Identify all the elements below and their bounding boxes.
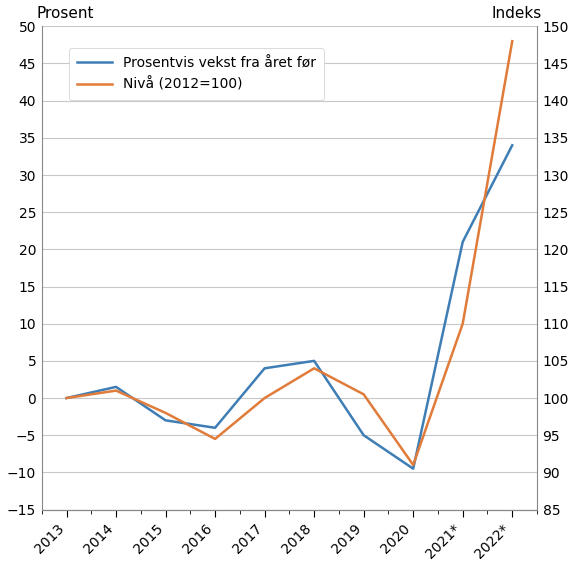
- Text: Prosent: Prosent: [37, 6, 94, 22]
- Text: Indeks: Indeks: [492, 6, 542, 22]
- Prosentvis vekst fra året før: [63, 395, 70, 402]
- Prosentvis vekst fra året før: [112, 383, 119, 390]
- Legend: Prosentvis vekst fra året før, Nivå (2012=100): Prosentvis vekst fra året før, Nivå (201…: [69, 48, 324, 100]
- Nivå (2012=100): [211, 436, 218, 442]
- Prosentvis vekst fra året før: [360, 432, 367, 438]
- Prosentvis vekst fra året før: [410, 465, 416, 472]
- Prosentvis vekst fra året før: [211, 424, 218, 431]
- Line: Nivå (2012=100): Nivå (2012=100): [66, 41, 512, 465]
- Nivå (2012=100): [360, 391, 367, 398]
- Prosentvis vekst fra året før: [459, 239, 466, 245]
- Nivå (2012=100): [410, 462, 416, 469]
- Prosentvis vekst fra året før: [310, 357, 317, 364]
- Nivå (2012=100): [261, 395, 268, 402]
- Prosentvis vekst fra året før: [261, 365, 268, 371]
- Line: Prosentvis vekst fra året før: Prosentvis vekst fra året før: [66, 145, 512, 469]
- Prosentvis vekst fra året før: [162, 417, 169, 424]
- Nivå (2012=100): [112, 387, 119, 394]
- Prosentvis vekst fra året før: [509, 142, 516, 149]
- Nivå (2012=100): [509, 38, 516, 45]
- Nivå (2012=100): [459, 320, 466, 327]
- Nivå (2012=100): [162, 410, 169, 416]
- Nivå (2012=100): [63, 395, 70, 402]
- Nivå (2012=100): [310, 365, 317, 371]
